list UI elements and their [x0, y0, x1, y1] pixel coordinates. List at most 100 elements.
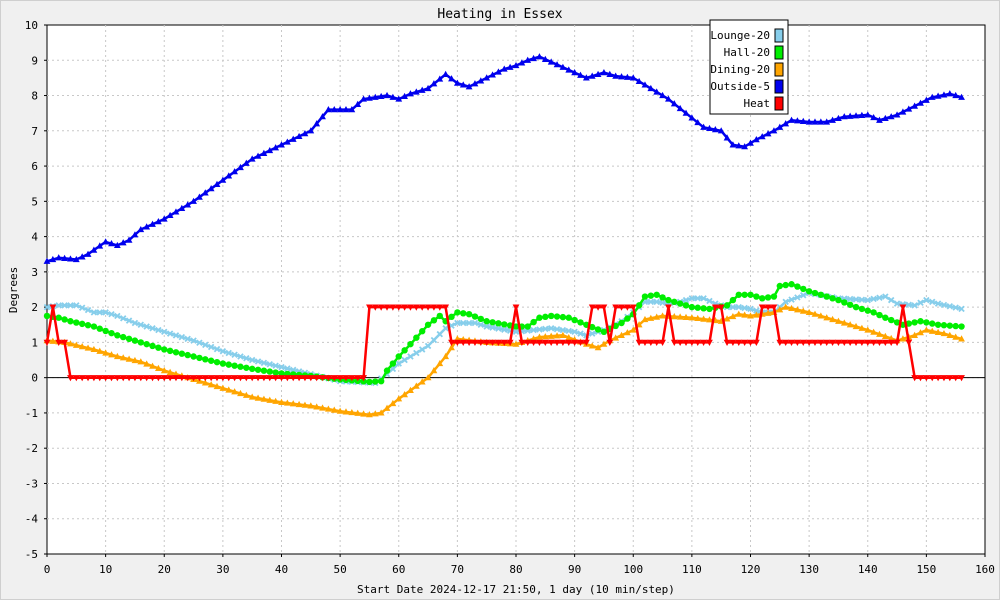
data-point [43, 339, 51, 346]
data-point [237, 363, 244, 370]
data-point [366, 411, 373, 418]
data-point [278, 141, 285, 148]
data-point [377, 409, 385, 416]
data-point [260, 375, 268, 382]
data-point [225, 361, 232, 368]
data-point [401, 390, 409, 398]
data-point [706, 297, 713, 305]
data-point [219, 384, 227, 391]
data-point [166, 211, 174, 219]
data-point [911, 102, 919, 109]
data-point [501, 321, 508, 328]
data-point [102, 375, 110, 382]
data-point [582, 339, 590, 346]
data-point [418, 378, 426, 385]
data-point [336, 375, 344, 382]
data-point [612, 334, 620, 341]
data-point [682, 296, 690, 304]
data-point [747, 291, 754, 298]
data-point [823, 314, 831, 321]
data-point [342, 408, 350, 415]
data-point [477, 77, 485, 84]
data-point [852, 296, 860, 303]
data-point [160, 375, 168, 382]
y-tick-label: 7 [31, 125, 38, 138]
data-point [395, 353, 402, 360]
data-point [706, 305, 713, 313]
data-point [295, 375, 303, 382]
x-tick-label: 160 [975, 563, 995, 576]
data-point [137, 321, 145, 329]
chart-title: Heating in Essex [437, 7, 562, 22]
data-point [946, 303, 954, 310]
data-point [589, 323, 596, 331]
data-point [219, 360, 227, 367]
x-tick-label: 60 [392, 563, 405, 576]
data-point [160, 367, 168, 374]
data-point [518, 59, 526, 66]
data-point [934, 92, 942, 99]
data-point [348, 375, 356, 382]
data-point [782, 298, 789, 306]
data-point [360, 375, 367, 382]
data-point [389, 399, 397, 407]
data-point [459, 81, 467, 88]
data-point [623, 73, 631, 80]
legend-items: Lounge-20 Hall-20 Dining-20 Outside-5 Heat [710, 28, 784, 111]
data-point [366, 304, 373, 311]
x-tick-label: 150 [916, 563, 936, 576]
data-point [72, 375, 80, 382]
data-point [682, 313, 690, 320]
data-point [823, 339, 831, 346]
data-point [154, 375, 162, 382]
data-point [782, 339, 790, 346]
data-point [559, 313, 567, 321]
data-point [811, 310, 819, 317]
data-point [260, 149, 268, 156]
data-point [389, 93, 397, 100]
data-point [723, 315, 731, 322]
data-point [190, 375, 197, 382]
legend-swatch-hall-20 [774, 45, 784, 60]
data-point [940, 329, 948, 337]
data-point [571, 69, 579, 76]
legend-label-lounge-20: Lounge-20 [710, 29, 770, 42]
data-point [114, 312, 121, 320]
data-point [272, 144, 280, 151]
data-point [113, 241, 121, 249]
data-point [940, 375, 948, 382]
data-point [430, 317, 438, 324]
x-tick-label: 10 [99, 563, 112, 576]
data-point [213, 375, 221, 382]
data-point [829, 295, 836, 302]
data-point [747, 305, 754, 313]
data-point [354, 375, 362, 382]
data-point [635, 77, 643, 85]
data-point [260, 359, 268, 367]
data-point [559, 326, 567, 334]
data-point [78, 253, 86, 260]
data-point [600, 328, 608, 336]
data-point [460, 319, 467, 327]
data-point [207, 381, 215, 388]
data-point [735, 291, 742, 298]
data-point [928, 93, 936, 100]
data-point [90, 375, 98, 382]
data-point [184, 351, 191, 359]
data-point [67, 255, 74, 262]
data-point [284, 365, 291, 372]
data-point [952, 322, 959, 330]
data-point [682, 109, 690, 116]
data-point [301, 130, 309, 137]
data-point [852, 112, 860, 119]
data-point [430, 336, 438, 344]
data-point [835, 339, 842, 346]
data-point [706, 124, 713, 132]
data-point [835, 296, 842, 304]
data-point [113, 352, 121, 360]
y-axis-label: Degrees [7, 267, 20, 313]
x-axis-ticks: 0 10 20 30 40 50 60 70 80 90 100 110 120 130 140 150 160 [44, 554, 995, 576]
data-point [512, 328, 520, 336]
data-point [823, 293, 830, 300]
data-point [735, 303, 743, 311]
